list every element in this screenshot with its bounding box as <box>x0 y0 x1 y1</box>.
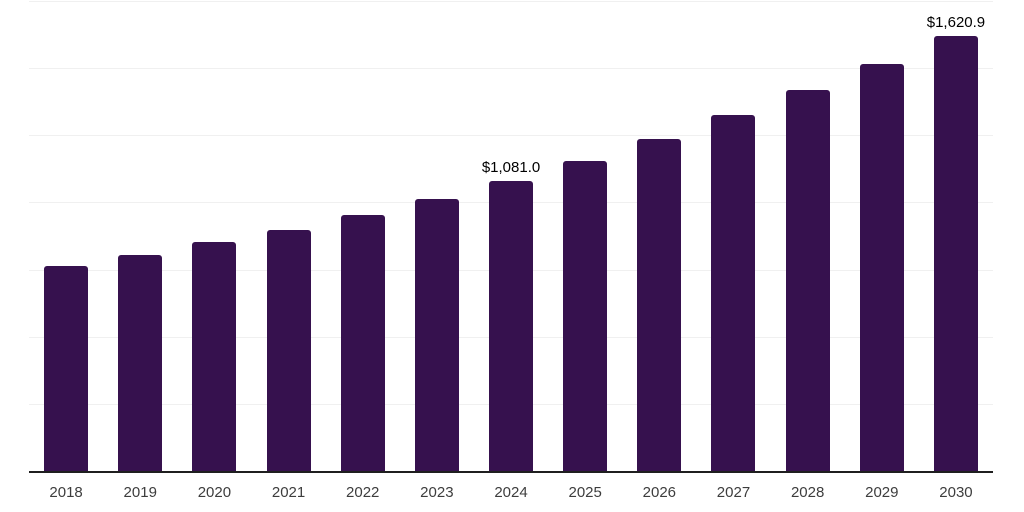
x-tick-label: 2030 <box>939 484 973 501</box>
bar-column <box>326 1 400 471</box>
bar-2030 <box>933 35 978 471</box>
bar-2021 <box>266 229 311 471</box>
x-tick-label: 2025 <box>568 484 602 501</box>
x-tick-label: 2020 <box>197 484 232 501</box>
bar-column <box>103 1 177 471</box>
bar-column: $1,620.9 <box>919 1 993 471</box>
x-tick-label: 2028 <box>790 484 825 501</box>
x-tick-label: 2018 <box>49 484 83 501</box>
x-axis-line <box>29 471 993 473</box>
x-tick-label: 2019 <box>123 484 157 501</box>
bar-value-label: $1,620.9 <box>926 13 986 31</box>
bar-column <box>771 1 845 471</box>
bar-2020 <box>192 242 237 471</box>
x-tick-label: 2027 <box>716 484 751 501</box>
bar-value-label: $1,081.0 <box>481 158 541 176</box>
bar-column <box>696 1 770 471</box>
bar-2019 <box>118 255 163 471</box>
bar-2018 <box>44 265 89 471</box>
bar-2024 <box>489 180 534 471</box>
gridline <box>29 135 993 137</box>
bar-column <box>177 1 251 471</box>
x-tick-label: 2024 <box>494 484 528 501</box>
bar-column <box>845 1 919 471</box>
bar-column <box>251 1 325 471</box>
x-tick-label: 2021 <box>271 484 306 501</box>
bar-2029 <box>859 63 904 471</box>
bar-2022 <box>340 214 385 471</box>
gridline <box>29 68 993 70</box>
x-tick-label: 2029 <box>865 484 899 501</box>
bar-column <box>29 1 103 471</box>
bar-2025 <box>563 160 608 471</box>
bar-column <box>622 1 696 471</box>
bars: $1,081.0 $1,620.9 <box>29 1 993 471</box>
x-tick-label: 2026 <box>642 484 677 501</box>
x-tick-label: 2022 <box>346 484 380 501</box>
plot-area: $1,081.0 $1,620.9 <box>29 1 993 471</box>
bar-column <box>400 1 474 471</box>
bar-2027 <box>711 115 756 471</box>
bar-2026 <box>637 138 682 471</box>
x-tick-label: 2023 <box>420 484 454 501</box>
x-axis-labels: 2018 2019 2020 2021 2022 2023 2024 2025 2026 2027… <box>29 484 993 501</box>
bar-2023 <box>414 199 459 471</box>
bar-column: $1,081.0 <box>474 1 548 471</box>
bar-2028 <box>785 90 830 471</box>
gridline <box>29 1 993 2</box>
bar-column <box>548 1 622 471</box>
